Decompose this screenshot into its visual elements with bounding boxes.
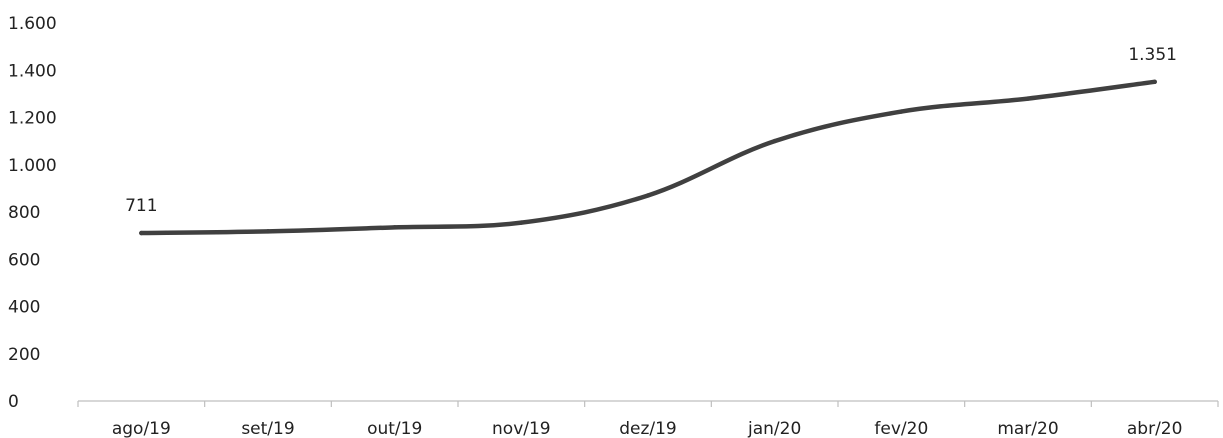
- series: [139, 79, 1157, 236]
- x-axis-tick-label: set/19: [241, 419, 294, 438]
- y-axis-tick-label: 1.600: [8, 14, 57, 34]
- x-axis-tick-label: fev/20: [874, 419, 928, 438]
- x-axis-tick-label: abr/20: [1127, 419, 1183, 438]
- data-label: 1.351: [1128, 45, 1177, 65]
- series-line: [139, 79, 1157, 236]
- data-point: [645, 193, 651, 198]
- y-axis-tick-label: 800: [8, 203, 40, 223]
- y-axis-tick-label: 0: [8, 392, 19, 412]
- data-point: [899, 109, 904, 114]
- x-axis-tick-label: ago/19: [112, 419, 171, 438]
- data-point: [265, 229, 271, 234]
- y-axis-tick-label: 600: [8, 250, 40, 270]
- y-axis-tick-labels: 0 200 400 600 800 1.000 1.200 1.400 1.600: [8, 14, 57, 412]
- data-point: [1152, 79, 1157, 85]
- data-point: [1025, 96, 1031, 101]
- y-axis-tick-label: 200: [8, 345, 40, 365]
- data-point: [772, 138, 777, 144]
- y-axis-tick-label: 1.000: [8, 156, 57, 176]
- x-axis-tick-label: jan/20: [747, 419, 801, 438]
- x-axis-tick-label: dez/19: [619, 419, 677, 438]
- y-axis-tick-label: 1.400: [8, 61, 57, 81]
- x-axis-tick-labels: ago/19 set/19 out/19 nov/19 dez/19 jan/20 fev/…: [112, 419, 1183, 438]
- x-axis-tick-label: mar/20: [997, 419, 1058, 438]
- x-axis-tick-label: nov/19: [492, 419, 551, 438]
- data-labels: 711 1.351: [125, 45, 1177, 216]
- y-axis-tick-label: 400: [8, 298, 40, 318]
- axes: [77, 400, 1219, 407]
- y-axis-tick-label: 1.200: [8, 109, 57, 129]
- x-axis-tick-label: out/19: [367, 419, 422, 438]
- data-point: [519, 220, 524, 225]
- data-point: [392, 225, 397, 230]
- data-label: 711: [125, 196, 157, 216]
- data-point: [139, 230, 144, 236]
